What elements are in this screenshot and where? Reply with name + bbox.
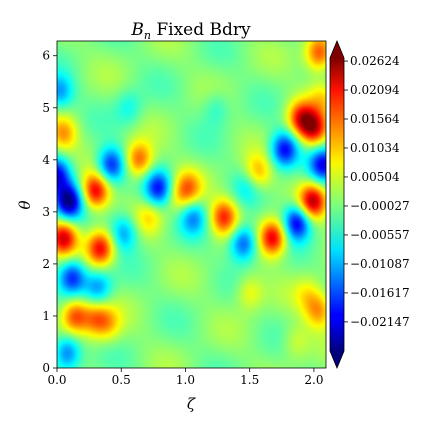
x-tick-label: 2.0 <box>304 373 323 387</box>
colorbar-tick-label: −0.02147 <box>350 315 410 329</box>
colorbar-tick-label: 0.01034 <box>350 141 400 155</box>
colorbar-tick-label: −0.00027 <box>350 199 410 213</box>
colorbar-tick-label: −0.01617 <box>350 286 410 300</box>
y-tick-label: 1 <box>42 309 50 323</box>
colorbar: 0.02624 0.02094 0.01564 0.01034 0.00504 −0.00… <box>329 39 410 370</box>
x-tick-label: 0.5 <box>112 373 131 387</box>
x-axis: 0.0 0.5 1.0 1.5 2.0 <box>47 368 323 387</box>
title-sub: n <box>144 29 151 42</box>
colorbar-tick-label: 0.01564 <box>350 112 400 126</box>
y-tick-label: 2 <box>42 257 50 271</box>
colorbar-outline <box>329 39 345 370</box>
heatmap-image <box>57 41 326 368</box>
chart-title: Bn Fixed Bdry <box>130 20 251 42</box>
y-axis-label: θ <box>16 200 34 209</box>
x-axis-label: ζ <box>187 395 196 413</box>
x-tick-label: 0.0 <box>47 373 66 387</box>
y-tick-label: 5 <box>42 101 50 115</box>
x-tick-label: 1.5 <box>240 373 259 387</box>
colorbar-tick-label: 0.02624 <box>350 54 400 68</box>
colorbar-gradient <box>330 58 344 351</box>
title-rest: Fixed Bdry <box>151 20 251 40</box>
colorbar-tick-label: −0.01087 <box>350 257 410 271</box>
colorbar-tick-label: 0.00504 <box>350 170 400 184</box>
y-tick-label: 0 <box>42 361 50 375</box>
x-tick-label: 1.0 <box>176 373 195 387</box>
y-tick-label: 6 <box>42 49 50 63</box>
y-tick-label: 3 <box>42 205 50 219</box>
colorbar-tick-label: 0.02094 <box>350 83 400 97</box>
colorbar-extend-min <box>330 351 344 368</box>
title-main: B <box>130 20 144 40</box>
plot-frame <box>56 40 327 369</box>
colorbar-extend-max <box>330 41 344 58</box>
colorbar-ticks: 0.02624 0.02094 0.01564 0.01034 0.00504 −0.00… <box>344 54 410 329</box>
y-tick-label: 4 <box>42 153 50 167</box>
colorbar-tick-label: −0.00557 <box>350 228 410 242</box>
y-axis: 0 1 2 3 4 5 6 <box>42 49 57 375</box>
